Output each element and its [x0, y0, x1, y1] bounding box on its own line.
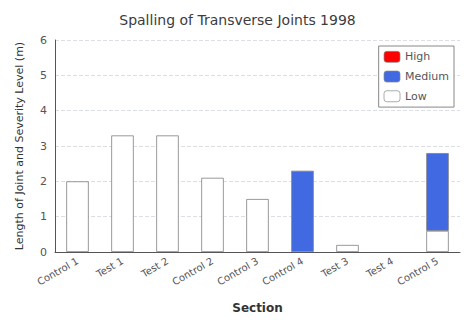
svg-text:3: 3	[40, 140, 47, 153]
svg-text:Control 3: Control 3	[215, 255, 260, 287]
svg-text:2: 2	[40, 175, 47, 188]
svg-text:4: 4	[40, 104, 47, 117]
svg-text:Spalling of Transverse Joints: Spalling of Transverse Joints 1998	[119, 12, 356, 28]
svg-text:High: High	[405, 50, 430, 63]
svg-text:Test 2: Test 2	[139, 255, 171, 280]
svg-text:0: 0	[40, 246, 47, 259]
svg-text:1: 1	[40, 210, 47, 223]
svg-text:Control 1: Control 1	[35, 255, 80, 287]
svg-text:Test 1: Test 1	[94, 255, 126, 280]
svg-text:Test 3: Test 3	[319, 255, 351, 280]
svg-text:Section: Section	[232, 301, 283, 315]
svg-text:Medium: Medium	[405, 70, 449, 83]
svg-text:5: 5	[40, 69, 47, 82]
svg-text:Control 5: Control 5	[395, 255, 440, 287]
svg-text:Control 4: Control 4	[260, 255, 305, 287]
svg-text:Low: Low	[405, 90, 427, 103]
svg-text:Control 2: Control 2	[170, 255, 215, 287]
svg-text:Test 4: Test 4	[364, 255, 396, 280]
svg-text:Length of Joint and Severity L: Length of Joint and Severity Level (m)	[13, 42, 26, 250]
svg-text:6: 6	[40, 34, 47, 47]
